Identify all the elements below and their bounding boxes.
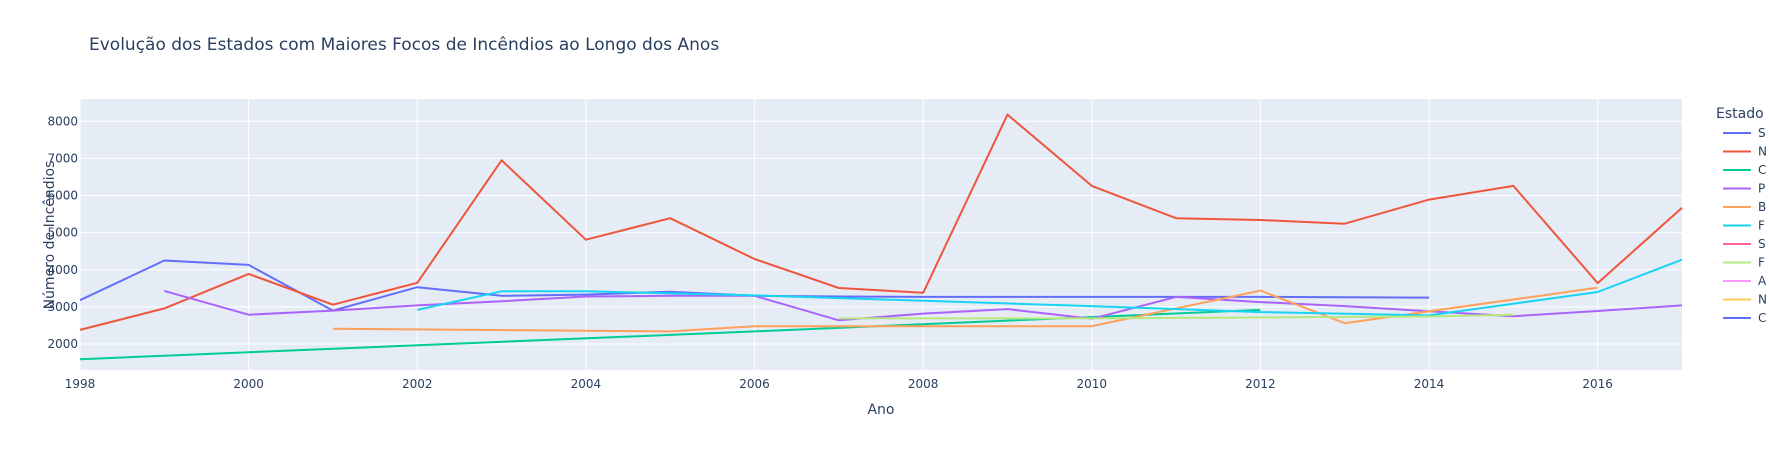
legend-label-4: B [1758,200,1766,214]
legend-label-0: S [1758,126,1766,140]
y-tick-label: 7000 [47,151,78,165]
x-tick-label: 2010 [1077,377,1108,391]
legend-label-2: C [1758,163,1766,177]
chart-title: Evolução dos Estados com Maiores Focos d… [89,35,719,55]
y-tick-label: 3000 [47,300,78,314]
y-tick-label: 8000 [47,114,78,128]
x-tick-label: 2000 [233,377,264,391]
legend-label-5: F [1758,219,1765,233]
series-line-5 [417,258,1683,317]
series-line-2 [79,308,1261,361]
x-tick-label: 2002 [402,377,433,391]
legend-title: Estado [1716,106,1764,122]
legend-label-1: N [1758,145,1767,159]
y-tick-label: 6000 [47,189,78,203]
x-tick-label: 2008 [908,377,939,391]
series-lines [79,113,1683,361]
x-tick-label: 1998 [65,377,96,391]
y-tick-label: 2000 [47,337,78,351]
y-axis-title: Número de Incêndios [42,161,58,310]
legend-label-6: S [1758,237,1766,251]
legend-label-3: P [1758,182,1765,196]
legend-label-10: C [1758,311,1766,325]
series-line-7 [838,313,1514,320]
x-axis-title: Ano [867,402,894,418]
series-line-1 [79,113,1683,331]
y-axis-ticks: 2000 3000 4000 5000 6000 7000 8000 [47,114,78,351]
x-tick-label: 2006 [739,377,770,391]
y-tick-label: 5000 [47,226,78,240]
legend-label-9: N [1758,293,1767,307]
x-tick-label: 2004 [571,377,602,391]
legend-label-7: F [1758,256,1765,270]
y-tick-label: 4000 [47,263,78,277]
x-axis-ticks: 1998 2000 2002 2004 2006 2008 2010 2012 2014 2016 [65,377,1613,391]
x-tick-label: 2016 [1582,377,1613,391]
x-tick-label: 2012 [1245,377,1276,391]
x-tick-label: 2014 [1414,377,1445,391]
plot-area [80,99,1682,370]
legend-label-8: A [1758,274,1767,288]
